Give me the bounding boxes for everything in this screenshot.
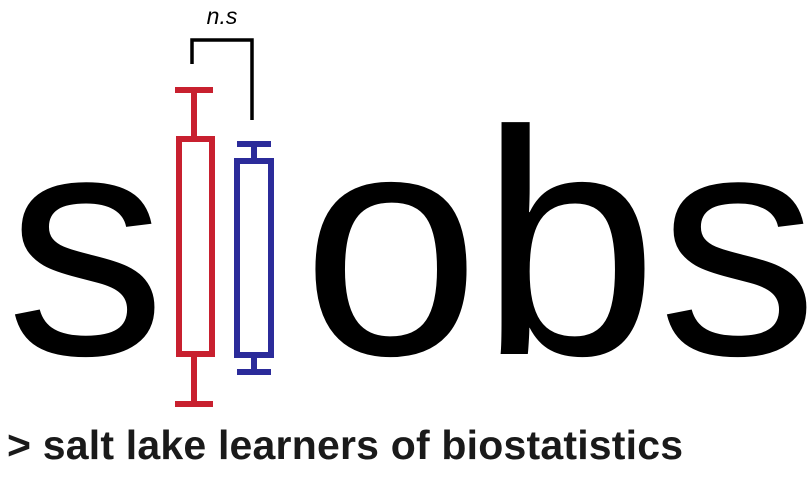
blue-boxplot-icon (234, 141, 274, 375)
significance-label: n.s (207, 3, 238, 29)
wordmark-letters-obs: obs (302, 64, 810, 420)
red-boxplot-icon (175, 87, 215, 407)
significance-bracket-icon (190, 38, 254, 120)
logo-graphic: s obs n.s (6, 3, 810, 420)
wordmark-letter-s: s (6, 64, 166, 420)
wordmark: s obs (6, 64, 810, 420)
tagline: > salt lake learners of biostatistics (7, 422, 684, 468)
